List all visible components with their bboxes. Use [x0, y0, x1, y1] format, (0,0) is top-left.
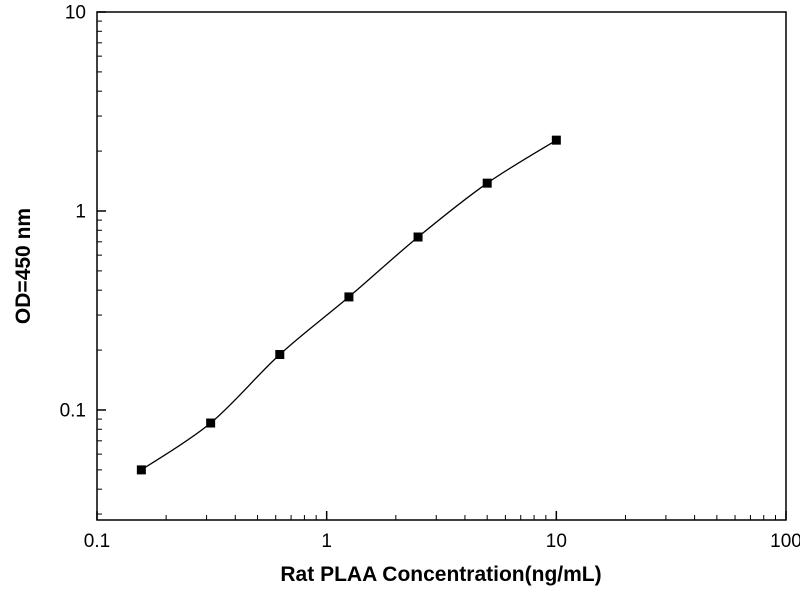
x-axis-tick-label: 100 — [770, 531, 800, 552]
data-point-marker — [136, 465, 146, 475]
x-axis-tick-label: 10 — [546, 531, 567, 552]
y-axis-title: OD=450 nm — [12, 208, 35, 324]
data-point-marker — [482, 178, 492, 188]
x-axis-tick-label: 1 — [321, 531, 332, 552]
data-point-marker — [344, 292, 354, 302]
x-axis-tick-label: 0.1 — [84, 531, 110, 552]
data-point-marker — [275, 350, 285, 360]
axes-layer: 0.1 1 10 100 0.1 1 10 — [60, 3, 800, 553]
data-point-marker — [206, 418, 216, 428]
standard-curve-line — [140, 139, 557, 471]
data-series-layer — [136, 135, 561, 475]
data-point-marker — [413, 232, 423, 242]
y-axis-tick-label: 10 — [65, 3, 86, 24]
x-axis-title: Rat PLAA Concentration(ng/mL) — [280, 563, 601, 586]
y-axis-tick-label: 1 — [75, 201, 86, 222]
y-axis-tick-label: 0.1 — [60, 400, 86, 421]
plot-frame — [96, 11, 787, 521]
data-point-marker — [551, 135, 561, 145]
